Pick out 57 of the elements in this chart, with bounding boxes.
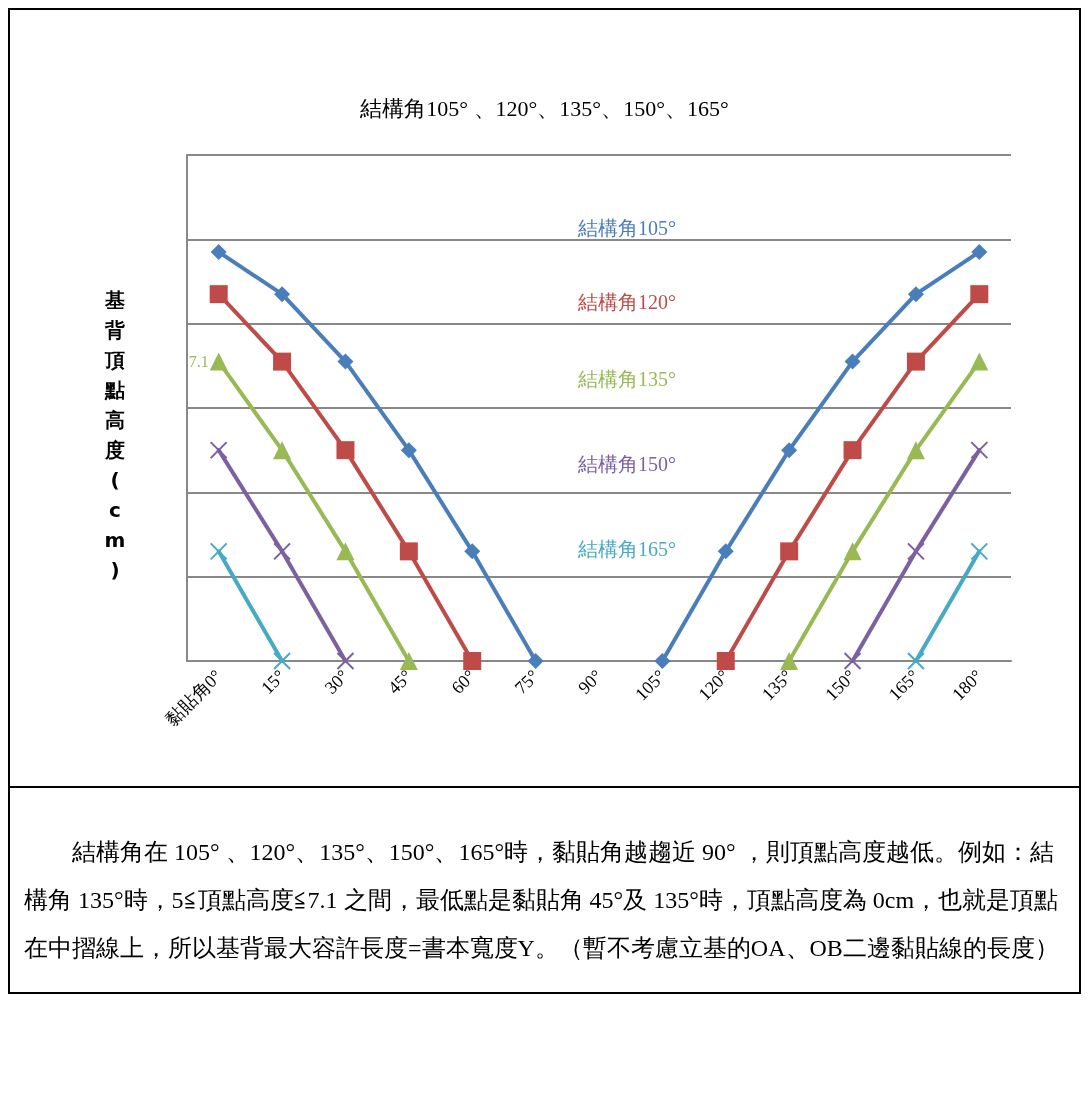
x-tick-label: 45° <box>383 665 416 698</box>
point <box>399 652 418 670</box>
point <box>399 542 418 561</box>
point <box>209 542 228 561</box>
x-tick-label: 30° <box>320 665 353 698</box>
point <box>970 352 989 371</box>
x-tick-label: 黏貼角0° <box>161 665 226 730</box>
text: 結構角165° <box>577 538 676 560</box>
text: 結構角在 105° 、120°、135°、150°、165°時，黏貼角越趨近 90° ，則頂點高度越低。例如：結構角 135°時，5≦頂點高度≦7.1 之間，最低點是黏貼角 45°及 135°時，頂點高度為 0cm，也就是頂點在中摺線上，所以基背最大容許長度=書本寬度Y。（暫不考慮立基的OA、OB二邊黏貼線的長度） <box>23 838 1060 963</box>
point <box>906 352 925 371</box>
point <box>273 352 292 371</box>
data-label: 7.1 <box>188 353 209 371</box>
point <box>654 653 671 669</box>
point <box>527 653 544 669</box>
point <box>907 286 924 303</box>
point <box>336 441 355 460</box>
point <box>273 652 292 670</box>
point <box>843 441 862 460</box>
x-tick-label: 90° <box>574 665 607 698</box>
text: 結構角105° <box>577 217 676 239</box>
point <box>273 542 292 561</box>
point <box>210 243 227 260</box>
chart-title: 結構角105° 、120°、135°、150°、165° <box>359 95 729 121</box>
point <box>716 652 735 670</box>
point <box>843 652 862 670</box>
point <box>336 652 355 670</box>
point <box>843 542 862 561</box>
point <box>209 441 228 460</box>
point <box>906 652 925 670</box>
point <box>337 353 354 370</box>
text: 基背頂點高度(cm) <box>104 288 126 582</box>
point <box>906 542 925 561</box>
point <box>463 652 482 670</box>
point <box>780 652 799 670</box>
x-tick-label: 120° <box>694 665 733 705</box>
point <box>209 285 228 304</box>
point <box>970 542 989 561</box>
point <box>400 442 417 459</box>
x-tick-label: 60° <box>447 665 480 698</box>
point <box>780 542 799 561</box>
text: 結構角150° <box>577 453 676 475</box>
point <box>781 442 798 459</box>
point <box>971 243 988 260</box>
text: 結構角135° <box>577 368 676 390</box>
point <box>273 441 292 460</box>
point <box>209 352 228 371</box>
x-tick-label: 75° <box>510 665 543 698</box>
point <box>970 441 989 460</box>
point <box>906 441 925 460</box>
point <box>336 542 355 561</box>
point <box>274 286 291 303</box>
point <box>844 353 861 370</box>
point <box>970 285 989 304</box>
point <box>464 543 481 560</box>
point <box>717 543 734 560</box>
x-tick-label: 15° <box>257 665 290 698</box>
text: 結構角120° <box>577 291 676 313</box>
